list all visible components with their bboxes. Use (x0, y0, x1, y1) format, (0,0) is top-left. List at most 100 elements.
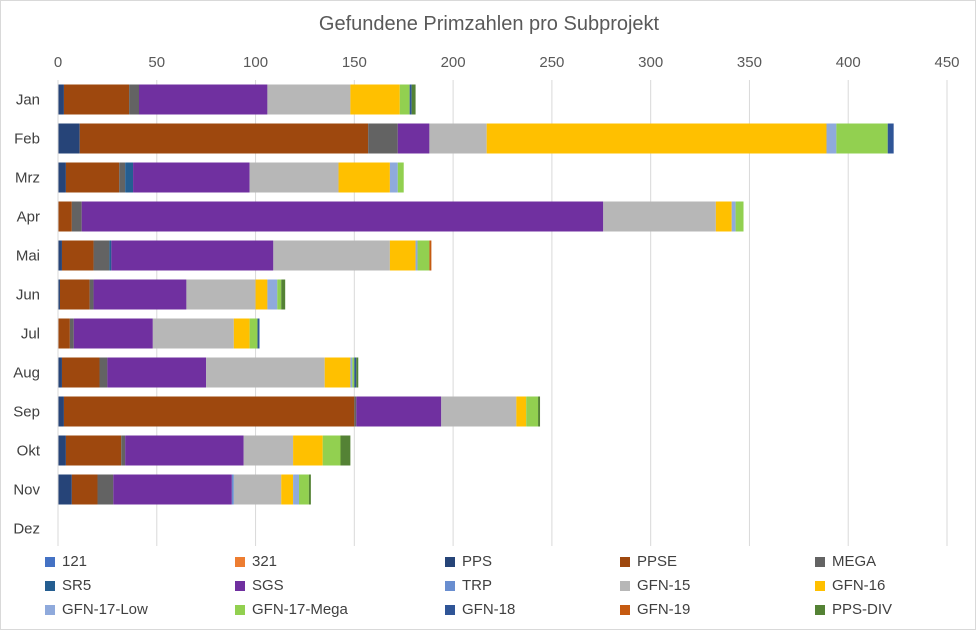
bar-segment (186, 279, 256, 310)
bar-segment (281, 279, 286, 310)
bar-segment (111, 240, 274, 271)
legend-label: GFN-16 (832, 577, 886, 594)
y-tick-label: Nov (13, 482, 40, 499)
y-tick-label: Aug (13, 365, 40, 382)
y-tick-label: Jul (21, 326, 40, 343)
bar-segment (61, 357, 100, 388)
x-tick-label: 300 (638, 54, 663, 71)
bar-segment (58, 201, 72, 232)
legend-label: 321 (252, 553, 278, 570)
x-tick-label: 50 (148, 54, 165, 71)
x-tick-label: 450 (934, 54, 959, 71)
bar-segment (324, 357, 351, 388)
legend-swatch (45, 556, 55, 567)
bar-segment (231, 474, 234, 505)
legend-swatch (235, 556, 245, 567)
bar-segment (233, 318, 250, 349)
bar-segment (409, 84, 412, 115)
legend-swatch (45, 604, 55, 615)
bar-segment (113, 474, 232, 505)
legend-label: MEGA (832, 553, 877, 570)
legend-item: PPS (445, 553, 492, 570)
bar-segment (249, 318, 258, 349)
bar-segment (99, 357, 108, 388)
bar-segment (429, 240, 432, 271)
bar-segment (58, 123, 80, 154)
legend-label: PPSE (637, 553, 678, 570)
bar-segment (119, 162, 126, 193)
legend-item: MEGA (815, 553, 876, 570)
x-tick-label: 200 (441, 54, 466, 71)
legend-label: SGS (252, 577, 284, 594)
legend-label: TRP (462, 577, 492, 594)
y-tick-label: Feb (14, 131, 40, 148)
legend-swatch (445, 604, 455, 615)
legend-swatch (45, 580, 55, 591)
bar-segment (58, 162, 66, 193)
bar-segment (58, 396, 64, 427)
legend-item: 121 (45, 553, 87, 570)
bar-segment (293, 435, 323, 466)
bar-segment (152, 318, 234, 349)
bar-segment (516, 396, 527, 427)
bar-segment (735, 201, 744, 232)
bar-segment (65, 162, 120, 193)
x-tick-label: 400 (836, 54, 861, 71)
y-tick-label: Dez (13, 521, 40, 538)
bar-segment (257, 318, 260, 349)
bar-segment (89, 279, 94, 310)
legend-swatch (620, 556, 630, 567)
bar-segment (715, 201, 732, 232)
bar-segment (93, 240, 110, 271)
bar-segment (352, 357, 355, 388)
bar-segment (340, 435, 351, 466)
bar-segment (233, 474, 282, 505)
bar-segment (887, 123, 894, 154)
bar-segment (356, 396, 442, 427)
bar-segment (356, 357, 359, 388)
bar-segment (308, 474, 311, 505)
bar-segment (71, 474, 98, 505)
bar-segment (97, 474, 114, 505)
legend-item: GFN-18 (445, 601, 515, 618)
chart-title: Gefundene Primzahlen pro Subprojekt (318, 13, 660, 35)
bar-segment (58, 357, 62, 388)
y-tick-label: Jan (16, 92, 40, 109)
legend-swatch (815, 580, 825, 591)
bar-segment (526, 396, 539, 427)
legend-item: GFN-17-Low (45, 601, 148, 618)
bar-segment (836, 123, 888, 154)
bar-segment (603, 201, 716, 232)
bar-segment (65, 435, 122, 466)
bar-segment (267, 84, 351, 115)
legend-label: SR5 (62, 577, 92, 594)
bar-segment (731, 201, 736, 232)
bar-segment (350, 357, 353, 388)
y-tick-label: Mai (16, 248, 40, 265)
bar-segment (415, 240, 418, 271)
bar-segment (125, 435, 244, 466)
chart-plot: 0 50 100 150 200 250 300 350 400 450 Jan Feb Mrz Apr M… (13, 54, 960, 546)
bar-segment (73, 318, 153, 349)
legend-label: GFN-17-Low (62, 601, 148, 618)
legend-label: GFN-17-Mega (252, 601, 348, 618)
bar-segment (399, 84, 410, 115)
bar-segment (125, 162, 134, 193)
x-tick-label: 100 (243, 54, 268, 71)
bar-segment (389, 162, 398, 193)
y-tick-label: Sep (13, 404, 40, 421)
bar-segment (281, 474, 294, 505)
bar-segment (267, 279, 278, 310)
y-tick-label: Jun (16, 287, 40, 304)
bar-segment (350, 84, 400, 115)
y-tick-label: Okt (17, 443, 41, 460)
bar-segment (397, 162, 404, 193)
bar-segment (79, 123, 369, 154)
bar-segment (69, 318, 74, 349)
legend-item: SR5 (45, 577, 91, 594)
legend-item: GFN-17-Mega (235, 601, 348, 618)
bar-segment (277, 279, 282, 310)
legend-swatch (235, 580, 245, 591)
bar-segment (58, 474, 72, 505)
